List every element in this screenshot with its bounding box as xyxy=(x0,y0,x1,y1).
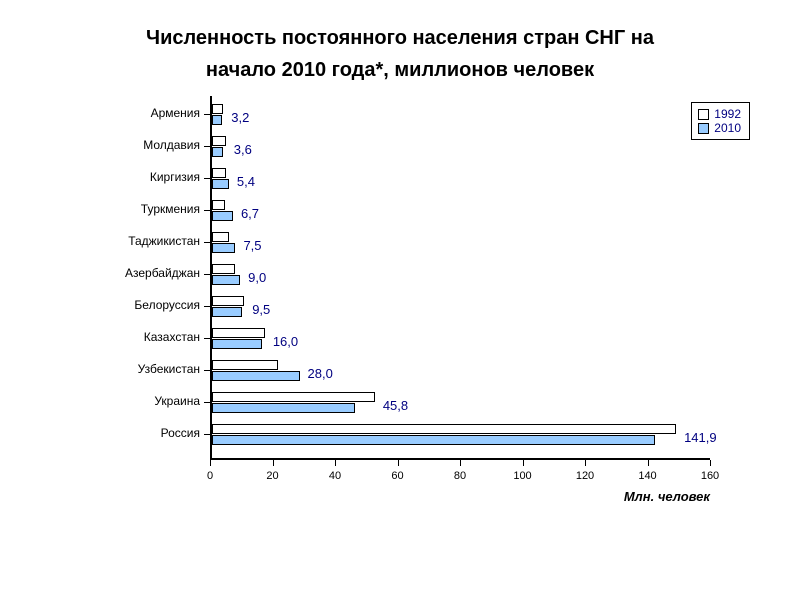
value-label: 5,4 xyxy=(237,174,255,189)
bar-2010 xyxy=(212,403,355,413)
bar-2010 xyxy=(212,179,229,189)
y-tick xyxy=(204,178,210,179)
y-tick xyxy=(204,274,210,275)
bar-1992 xyxy=(212,264,235,274)
bar-1992 xyxy=(212,232,229,242)
x-tick-label: 140 xyxy=(638,470,656,482)
category-label: Киргизия xyxy=(55,170,200,184)
title-line2: начало 2010 года*, миллионов человек xyxy=(50,54,750,86)
legend-label-1992: 1992 xyxy=(714,107,741,121)
plot-area: Млн. человек 020406080100120140160Армени… xyxy=(210,96,710,460)
x-tick xyxy=(585,460,586,466)
value-label: 45,8 xyxy=(383,398,408,413)
category-label: Казахстан xyxy=(55,330,200,344)
bar-2010 xyxy=(212,371,300,381)
bar-1992 xyxy=(212,392,375,402)
bar-1992 xyxy=(212,424,676,434)
x-tick-label: 20 xyxy=(266,470,278,482)
x-tick xyxy=(273,460,274,466)
value-label: 9,0 xyxy=(248,270,266,285)
chart: Млн. человек 020406080100120140160Армени… xyxy=(60,96,770,536)
y-tick xyxy=(204,242,210,243)
legend-item-2010: 2010 xyxy=(698,121,741,135)
category-label: Азербайджан xyxy=(55,266,200,280)
x-tick-label: 160 xyxy=(701,470,719,482)
value-label: 3,6 xyxy=(234,142,252,157)
x-tick xyxy=(648,460,649,466)
bar-1992 xyxy=(212,360,278,370)
y-tick xyxy=(204,210,210,211)
x-tick xyxy=(210,460,211,466)
bar-2010 xyxy=(212,115,222,125)
x-tick xyxy=(460,460,461,466)
value-label: 28,0 xyxy=(308,366,333,381)
y-tick xyxy=(204,306,210,307)
category-label: Таджикистан xyxy=(55,234,200,248)
bar-2010 xyxy=(212,435,655,445)
category-label: Россия xyxy=(55,426,200,440)
y-tick xyxy=(204,402,210,403)
value-label: 16,0 xyxy=(273,334,298,349)
y-tick xyxy=(204,114,210,115)
x-tick-label: 100 xyxy=(513,470,531,482)
legend-swatch-2010 xyxy=(698,123,709,134)
bar-1992 xyxy=(212,168,226,178)
axis-caption: Млн. человек xyxy=(624,489,710,504)
category-label: Армения xyxy=(55,106,200,120)
bar-1992 xyxy=(212,328,265,338)
bar-2010 xyxy=(212,307,242,317)
value-label: 6,7 xyxy=(241,206,259,221)
y-tick xyxy=(204,338,210,339)
bar-2010 xyxy=(212,243,235,253)
x-tick xyxy=(335,460,336,466)
y-tick xyxy=(204,146,210,147)
bar-1992 xyxy=(212,136,226,146)
bar-1992 xyxy=(212,104,223,114)
legend-label-2010: 2010 xyxy=(714,121,741,135)
bar-2010 xyxy=(212,339,262,349)
value-label: 141,9 xyxy=(684,430,717,445)
value-label: 3,2 xyxy=(231,110,249,125)
legend-item-1992: 1992 xyxy=(698,107,741,121)
legend: 1992 2010 xyxy=(691,102,750,140)
x-tick-label: 80 xyxy=(454,470,466,482)
x-tick-label: 0 xyxy=(207,470,213,482)
title-line1: Численность постоянного населения стран … xyxy=(50,22,750,54)
bar-2010 xyxy=(212,211,233,221)
bar-1992 xyxy=(212,296,244,306)
legend-swatch-1992 xyxy=(698,109,709,120)
chart-title: Численность постоянного населения стран … xyxy=(0,0,800,96)
x-tick-label: 120 xyxy=(576,470,594,482)
y-tick xyxy=(204,434,210,435)
bar-2010 xyxy=(212,147,223,157)
value-label: 7,5 xyxy=(243,238,261,253)
category-label: Украина xyxy=(55,394,200,408)
value-label: 9,5 xyxy=(252,302,270,317)
x-tick-label: 40 xyxy=(329,470,341,482)
x-tick-label: 60 xyxy=(391,470,403,482)
category-label: Белоруссия xyxy=(55,298,200,312)
category-label: Туркмения xyxy=(55,202,200,216)
x-tick xyxy=(398,460,399,466)
bar-1992 xyxy=(212,200,225,210)
x-tick xyxy=(523,460,524,466)
x-tick xyxy=(710,460,711,466)
category-label: Узбекистан xyxy=(55,362,200,376)
bar-2010 xyxy=(212,275,240,285)
category-label: Молдавия xyxy=(55,138,200,152)
y-tick xyxy=(204,370,210,371)
